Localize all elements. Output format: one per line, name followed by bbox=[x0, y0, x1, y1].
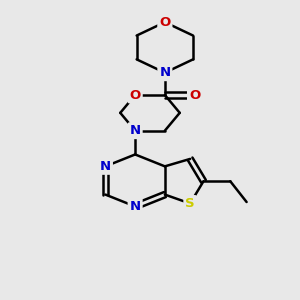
Text: S: S bbox=[185, 197, 195, 210]
Text: O: O bbox=[159, 16, 170, 29]
Text: O: O bbox=[189, 88, 200, 101]
Text: N: N bbox=[100, 160, 111, 173]
Text: N: N bbox=[130, 124, 141, 137]
Text: N: N bbox=[130, 200, 141, 213]
Text: N: N bbox=[159, 66, 170, 79]
Text: O: O bbox=[130, 88, 141, 101]
